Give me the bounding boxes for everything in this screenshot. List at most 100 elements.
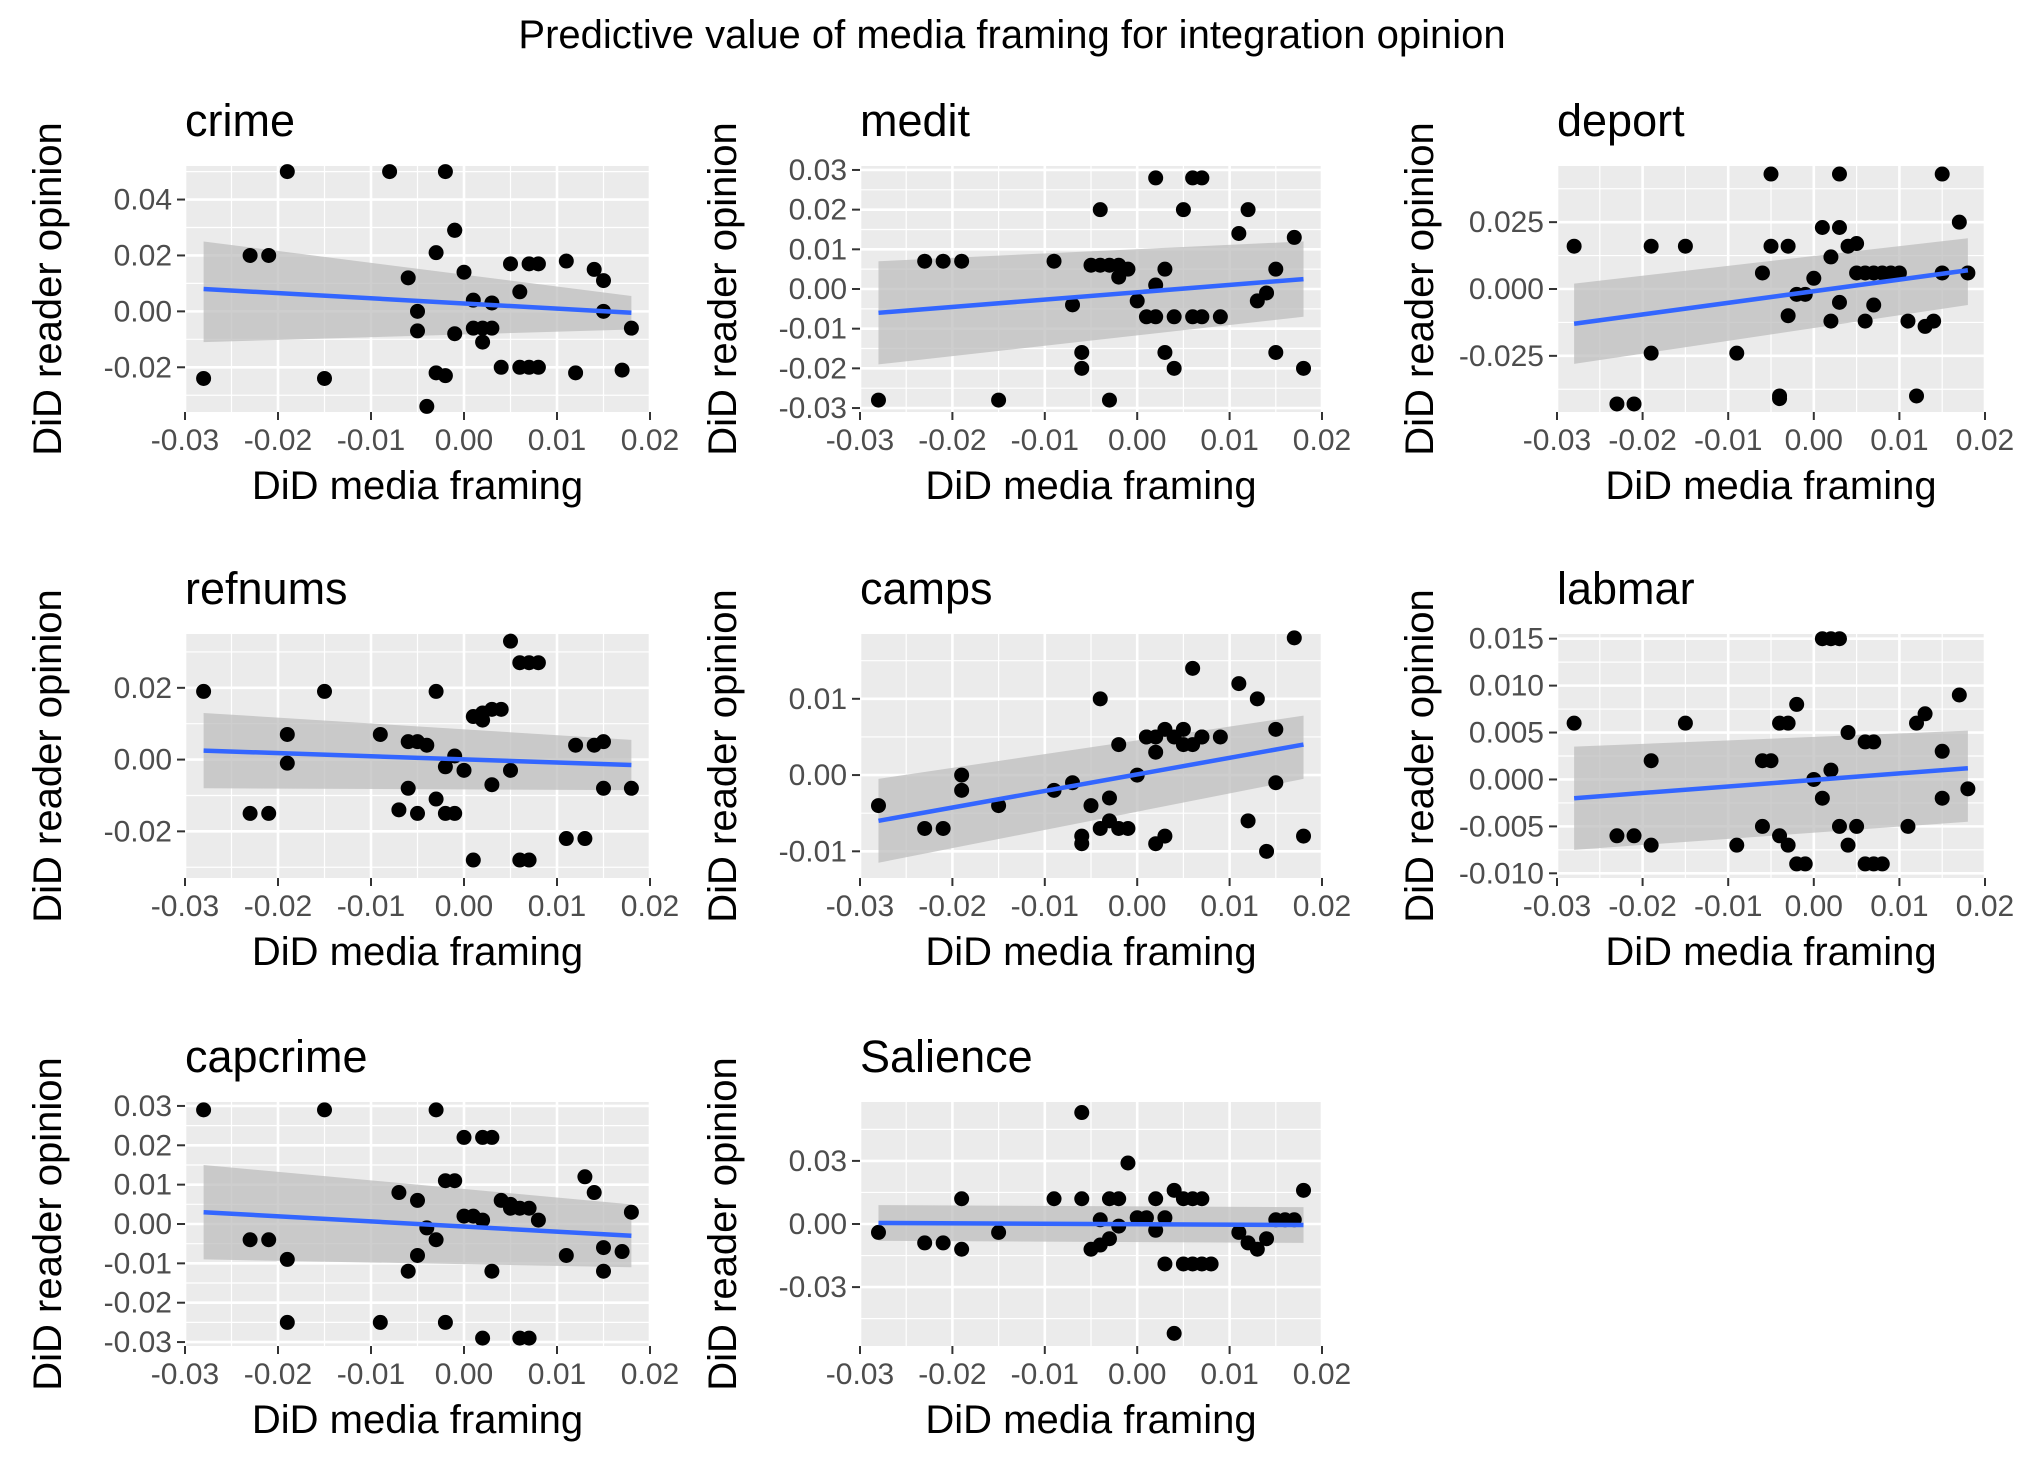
data-point [1643,238,1659,254]
panel-title: Salience [860,1031,1033,1082]
x-axis-label: DiD media framing [252,1398,583,1442]
panel-camps: -0.03 -0.02 -0.01 0.00 0.01 0.02 -0.01 0.00 0.01… [701,563,1351,974]
data-point [954,767,970,783]
data-point [1849,818,1865,834]
data-point [1763,238,1779,254]
data-point [196,683,212,699]
data-point [1194,729,1210,745]
x-tick-label: -0.03 [826,890,894,923]
data-point [1194,309,1210,325]
data-point [623,1204,639,1220]
x-tick-label: 0.01 [1200,424,1258,457]
data-point [530,256,546,272]
data-point [1194,1191,1210,1207]
data-point [1296,360,1312,376]
data-point [428,1232,444,1248]
data-point [1231,1224,1247,1240]
panel-labmar: -0.03 -0.02 -0.01 0.00 0.01 0.02 -0.010 -0.005 0… [1398,563,2014,974]
panel-title: capcrime [185,1031,368,1082]
x-tick-label: -0.01 [1694,890,1762,923]
x-tick-label: -0.02 [918,1358,986,1391]
data-point [558,1247,574,1263]
data-point [410,1247,425,1263]
data-point [596,273,611,289]
data-point [870,798,886,814]
data-point [447,805,463,821]
data-point [279,1314,295,1330]
x-tick-label: -0.02 [244,424,312,457]
data-point [1101,790,1117,806]
data-point [428,1102,444,1118]
panel-title: refnums [185,563,348,614]
x-tick-label: 0.00 [435,890,493,923]
data-point [1148,744,1164,760]
data-point [596,734,611,750]
data-point [484,1129,500,1145]
data-point [493,701,509,717]
data-point [1823,249,1839,265]
x-tick-label: 0.00 [1108,424,1166,457]
data-point [419,398,435,414]
data-point [1101,392,1117,408]
data-point [917,253,933,269]
data-point [935,820,951,836]
y-tick-label: 0.00 [789,273,847,306]
data-point [1166,1325,1182,1341]
x-tick-label: 0.00 [435,1358,493,1391]
data-point [1643,345,1659,361]
data-point [1212,729,1228,745]
panel-title: crime [185,95,295,146]
data-point [1074,836,1090,852]
panels: -0.03 -0.02 -0.01 0.00 0.01 0.02 -0.02 0.00 0.02… [26,95,2014,1442]
data-point [1840,725,1856,741]
data-point [1763,753,1779,769]
data-point [1951,687,1967,703]
x-tick-label: -0.01 [1011,890,1079,923]
y-tick-label: 0.000 [1469,763,1544,796]
data-point [1129,293,1145,309]
y-tick-label: -0.02 [779,352,847,385]
x-tick-label: 0.01 [528,424,586,457]
data-point [1101,1231,1117,1247]
data-point [1729,837,1745,853]
y-tick-label: 0.01 [789,683,847,716]
data-point [447,326,463,342]
data-point [1934,166,1950,182]
data-point [1120,261,1136,277]
data-point [1296,828,1312,844]
data-point [317,1102,332,1118]
data-point [279,164,295,180]
data-point [1814,220,1830,235]
data-point [1806,270,1822,286]
data-point [1780,837,1796,853]
data-point [437,368,453,384]
y-axis-label: DiD reader opinion [1398,122,1442,456]
y-tick-label: 0.00 [114,744,172,777]
data-point [1259,285,1275,301]
data-point [447,222,463,238]
panel-refnums: -0.03 -0.02 -0.01 0.00 0.01 0.02 -0.02 0.00 0.02… [26,563,679,974]
data-point [558,831,574,847]
data-point [586,261,602,277]
data-point [493,359,509,375]
data-point [1249,1241,1265,1257]
x-tick-label: 0.02 [1293,890,1351,923]
data-point [1148,170,1164,186]
panel-title: labmar [1557,563,1695,614]
y-axis-label: DiD reader opinion [701,589,745,923]
data-point [1840,837,1856,853]
x-tick-label: 0.02 [1956,890,2014,923]
x-tick-label: 0.00 [1108,890,1166,923]
data-point [1046,1191,1062,1207]
data-point [521,1330,537,1346]
data-point [1240,202,1256,218]
x-tick-label: 0.00 [1785,424,1843,457]
data-point [196,370,212,386]
y-tick-label: 0.02 [114,1129,172,1162]
x-tick-label: 0.02 [621,1358,679,1391]
data-point [1891,265,1907,281]
y-axis-label: DiD reader opinion [26,122,70,456]
data-point [1157,344,1173,360]
panel-salience: -0.03 -0.02 -0.01 0.00 0.01 0.02 -0.03 0.00 0.03… [701,1031,1351,1442]
data-point [1566,238,1582,254]
